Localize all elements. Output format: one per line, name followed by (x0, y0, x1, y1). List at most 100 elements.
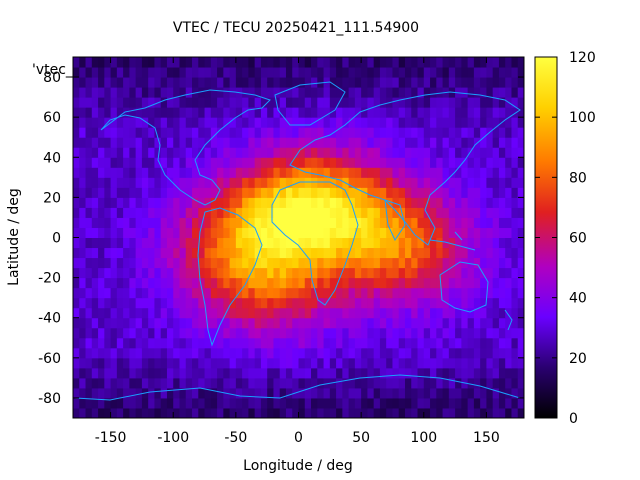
heat-cell (223, 297, 231, 309)
heat-cell (148, 167, 155, 178)
heat-cell (235, 347, 243, 359)
heat-cell (492, 57, 500, 68)
heat-cell (123, 407, 130, 418)
heat-cell (104, 327, 112, 339)
heat-cell (317, 357, 325, 369)
heat-cell (436, 57, 444, 68)
x-tick-label: 50 (352, 430, 370, 446)
heat-cell (398, 147, 406, 158)
heat-cell (511, 317, 519, 329)
heat-cell (298, 217, 306, 228)
heat-cell (217, 127, 224, 138)
heat-cell (260, 157, 268, 168)
heat-cell (417, 157, 425, 168)
heat-cell (411, 227, 419, 238)
heat-cell (367, 247, 375, 259)
heat-cell (329, 397, 337, 409)
heat-cell (267, 137, 274, 148)
heat-cell (273, 177, 281, 188)
heat-cell (505, 307, 512, 319)
heat-cell (273, 127, 281, 138)
heat-cell (505, 207, 512, 218)
heat-cell (492, 237, 500, 249)
heat-cell (141, 267, 149, 279)
heat-cell (398, 187, 406, 198)
heat-cell (285, 297, 293, 309)
heat-cell (173, 157, 180, 168)
heat-cell (336, 307, 343, 319)
heat-cell (430, 217, 437, 228)
heat-cell (411, 147, 419, 158)
heat-cell (298, 237, 306, 249)
heat-cell (254, 137, 262, 148)
heat-cell (498, 367, 506, 379)
heat-cell (498, 297, 506, 309)
heat-cell (79, 117, 87, 128)
heat-cell (254, 247, 262, 259)
heat-cell (285, 347, 293, 359)
heat-cell (110, 187, 118, 198)
heat-cell (148, 67, 155, 78)
heat-cell (217, 387, 224, 399)
heat-cell (73, 297, 80, 309)
heat-cell (204, 117, 212, 128)
heat-cell (217, 367, 224, 379)
coastline-south-america (197, 207, 263, 347)
heat-cell (417, 67, 425, 78)
heat-cell (392, 357, 400, 369)
heat-cell (173, 357, 180, 369)
heat-cell (173, 177, 180, 188)
heat-cell (192, 357, 199, 369)
heat-cell (242, 127, 249, 138)
heat-cell (336, 177, 343, 188)
heat-cell (336, 187, 343, 198)
heat-cell (436, 297, 444, 309)
heat-cell (235, 77, 243, 88)
heat-cell (436, 227, 444, 238)
heat-cell (273, 157, 281, 168)
heat-cell (292, 77, 299, 88)
heat-cell (404, 317, 412, 329)
heat-cell (361, 107, 368, 118)
heat-cell (242, 107, 249, 118)
heat-cell (116, 97, 124, 108)
heat-cell (392, 317, 400, 329)
heat-cell (373, 107, 381, 118)
heat-cell (116, 327, 124, 339)
heat-cell (455, 327, 462, 339)
heat-cell (423, 97, 431, 108)
heat-cell (373, 187, 381, 198)
heat-cell (467, 67, 475, 78)
heat-cell (154, 317, 162, 329)
heat-cell (292, 297, 299, 309)
heat-cell (311, 347, 318, 359)
heat-cell (235, 397, 243, 409)
heat-cell (455, 287, 462, 299)
heat-cell (511, 327, 519, 339)
heat-cell (198, 207, 206, 218)
heat-cell (361, 317, 368, 329)
heat-cell (342, 57, 350, 68)
y-axis-label: Latitude / deg (6, 188, 22, 286)
heat-cell (430, 97, 437, 108)
heat-cell (461, 227, 469, 238)
heat-cell (329, 147, 337, 158)
heat-cell (417, 107, 425, 118)
heat-cell (160, 187, 168, 198)
heat-cell (517, 247, 524, 259)
heat-cell (73, 317, 80, 329)
heat-cell (260, 397, 268, 409)
heat-cell (141, 207, 149, 218)
heat-cell (204, 247, 212, 259)
heat-cell (411, 287, 419, 299)
heat-cell (223, 367, 231, 379)
heat-cell (404, 377, 412, 389)
heat-cell (361, 77, 368, 88)
heat-cell (492, 377, 500, 389)
heat-cell (486, 57, 494, 68)
heat-cell (160, 367, 168, 379)
heat-cell (386, 307, 393, 319)
heat-cell (254, 367, 262, 379)
heat-cell (367, 317, 375, 329)
heat-cell (192, 227, 199, 238)
